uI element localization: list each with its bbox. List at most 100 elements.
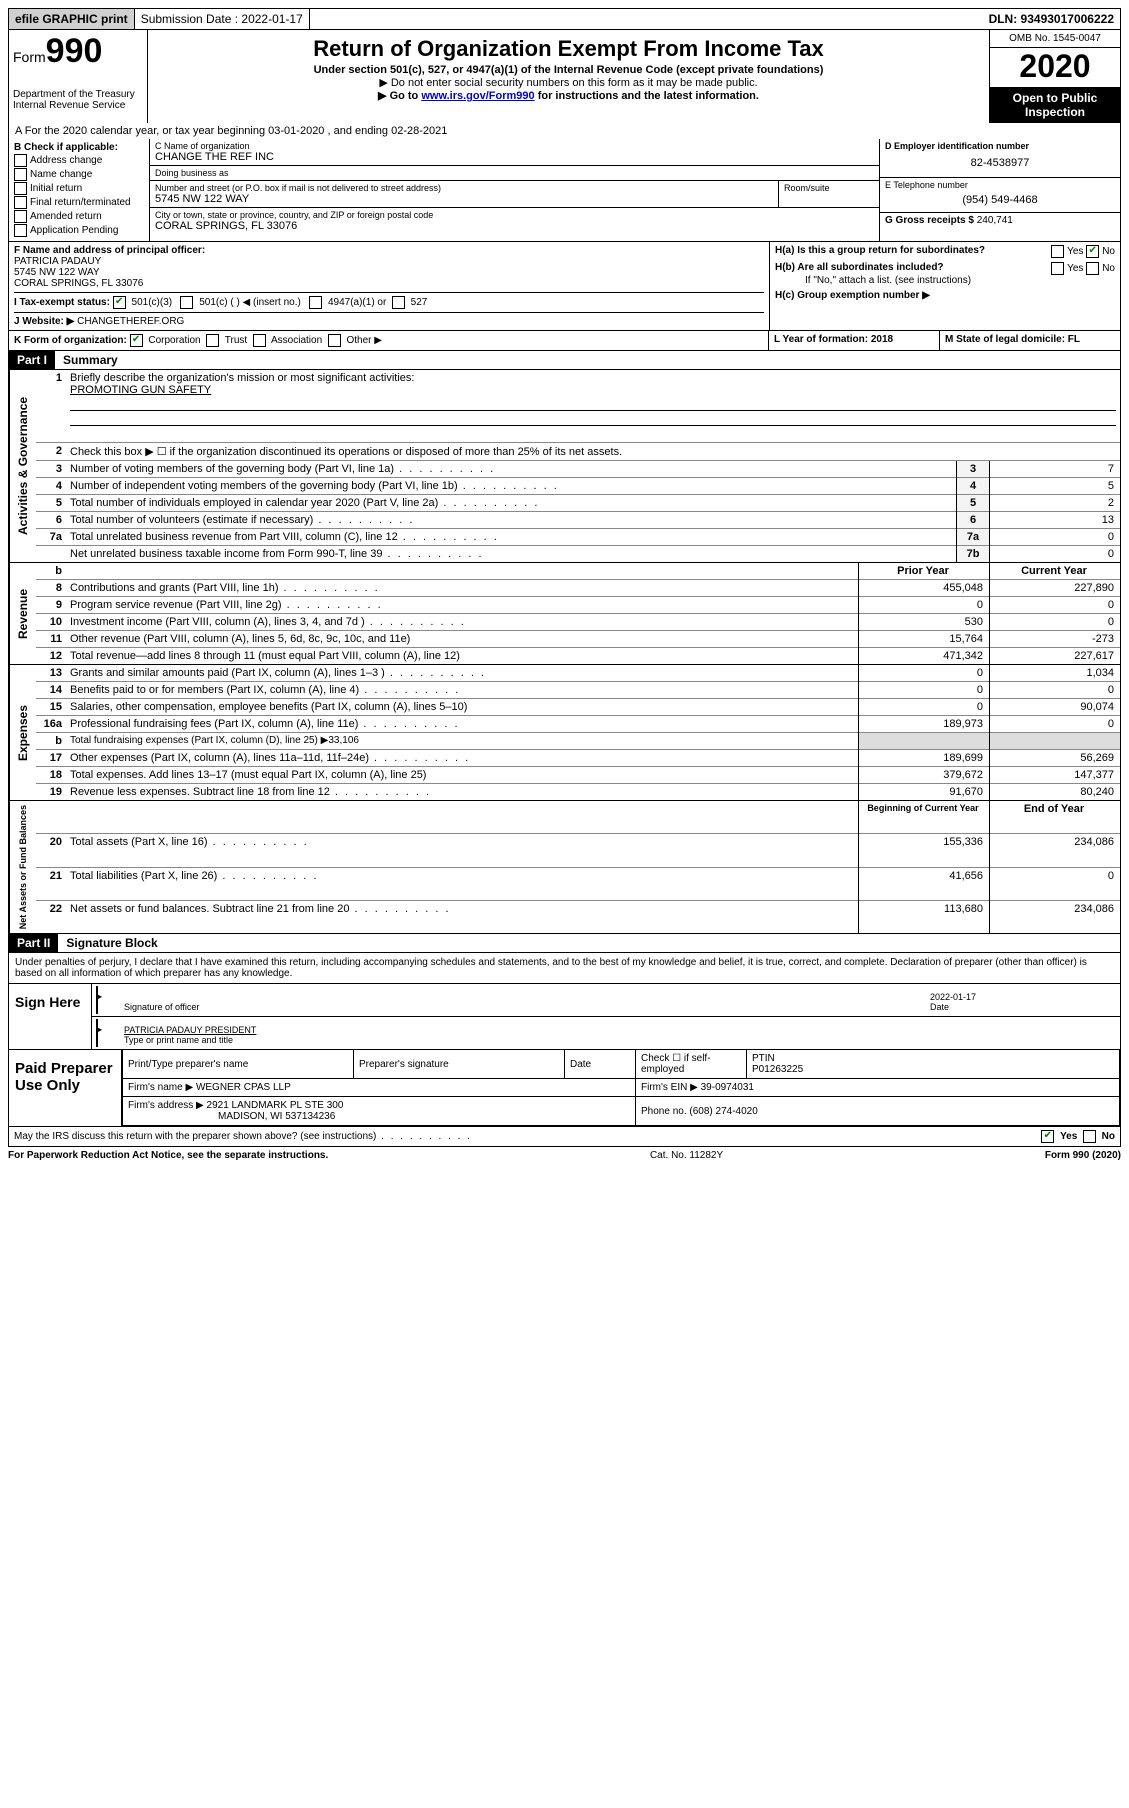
governance-block: Activities & Governance 1 Briefly descri… bbox=[8, 370, 1121, 563]
netassets-table: Beginning of Current YearEnd of Year 20T… bbox=[36, 801, 1120, 933]
col-b-title: B Check if applicable: bbox=[14, 142, 118, 153]
preparer-table: Print/Type preparer's name Preparer's si… bbox=[122, 1050, 1120, 1126]
exp-row: 14Benefits paid to or for members (Part … bbox=[36, 682, 1120, 699]
hb-note: If "No," attach a list. (see instruction… bbox=[775, 275, 1115, 286]
col-d: D Employer identification number 82-4538… bbox=[879, 139, 1120, 241]
hdr-prior: Prior Year bbox=[859, 563, 990, 580]
sig-arrow-icon2 bbox=[96, 1019, 118, 1047]
sig-date: 2022-01-17 bbox=[930, 992, 1110, 1002]
firm-ein-label: Firm's EIN ▶ bbox=[641, 1082, 698, 1093]
side-governance: Activities & Governance bbox=[9, 370, 36, 562]
discuss-row: May the IRS discuss this return with the… bbox=[8, 1127, 1121, 1147]
chk-other[interactable] bbox=[328, 334, 341, 347]
discuss-yes[interactable] bbox=[1041, 1130, 1054, 1143]
part1-header-row: Part I Summary bbox=[8, 351, 1121, 370]
part1-title: Summary bbox=[55, 351, 126, 369]
chk-final[interactable]: Final return/terminated bbox=[14, 196, 144, 209]
city-cell: City or town, state or province, country… bbox=[150, 208, 879, 234]
lbl-yes2: Yes bbox=[1067, 263, 1083, 274]
revenue-table: bPrior YearCurrent Year 8Contributions a… bbox=[36, 563, 1120, 664]
hdr-end: End of Year bbox=[990, 801, 1121, 834]
side-expenses: Expenses bbox=[9, 665, 36, 800]
firm-addr2: MADISON, WI 537134236 bbox=[218, 1111, 335, 1122]
row-f-left: F Name and address of principal officer:… bbox=[9, 242, 769, 330]
irs-link[interactable]: www.irs.gov/Form990 bbox=[421, 90, 534, 102]
netassets-block: Net Assets or Fund Balances Beginning of… bbox=[8, 801, 1121, 934]
tax-year: 2020 bbox=[990, 48, 1120, 87]
sig-arrow-icon bbox=[96, 986, 118, 1014]
form-number: 990 bbox=[46, 32, 103, 70]
link-pre: ▶ Go to bbox=[378, 90, 421, 102]
chk-501c[interactable] bbox=[180, 296, 193, 309]
exp-row: bTotal fundraising expenses (Part IX, co… bbox=[36, 733, 1120, 750]
org-name: CHANGE THE REF INC bbox=[155, 151, 874, 163]
sign-here-row: Sign Here Signature of officer 2022-01-1… bbox=[8, 984, 1121, 1050]
rev-row: 11Other revenue (Part VIII, column (A), … bbox=[36, 631, 1120, 648]
gov-row: 6Total number of volunteers (estimate if… bbox=[36, 512, 1120, 529]
prep-date-hdr: Date bbox=[565, 1050, 636, 1079]
revenue-block: Revenue bPrior YearCurrent Year 8Contrib… bbox=[8, 563, 1121, 665]
chk-527[interactable] bbox=[392, 296, 405, 309]
ha-yes[interactable] bbox=[1051, 245, 1064, 258]
firm-label: Firm's name ▶ bbox=[128, 1082, 193, 1093]
expenses-block: Expenses 13Grants and similar amounts pa… bbox=[8, 665, 1121, 801]
firm-addr1: 2921 LANDMARK PL STE 300 bbox=[207, 1100, 344, 1111]
chk-trust[interactable] bbox=[206, 334, 219, 347]
net-row: 20Total assets (Part X, line 16)155,3362… bbox=[36, 834, 1120, 868]
part1-badge: Part I bbox=[9, 351, 55, 369]
website-label: J Website: ▶ bbox=[14, 316, 74, 327]
firm-ein: 39-0974031 bbox=[701, 1082, 754, 1093]
officer-label: F Name and address of principal officer: bbox=[14, 245, 205, 256]
paid-preparer-row: Paid Preparer Use Only Print/Type prepar… bbox=[8, 1050, 1121, 1127]
prep-name-hdr: Print/Type preparer's name bbox=[123, 1050, 354, 1079]
chk-pending[interactable]: Application Pending bbox=[14, 224, 144, 237]
row-a-period: A For the 2020 calendar year, or tax yea… bbox=[8, 123, 1121, 139]
prep-sig-hdr: Preparer's signature bbox=[354, 1050, 565, 1079]
exp-row: 15Salaries, other compensation, employee… bbox=[36, 699, 1120, 716]
part2-title: Signature Block bbox=[58, 934, 165, 952]
sign-right: Signature of officer 2022-01-17Date PATR… bbox=[92, 984, 1120, 1049]
tax-exempt-label: I Tax-exempt status: bbox=[14, 297, 110, 308]
chk-address[interactable]: Address change bbox=[14, 154, 144, 167]
net-row: 22Net assets or fund balances. Subtract … bbox=[36, 901, 1120, 934]
discuss-question: May the IRS discuss this return with the… bbox=[14, 1131, 472, 1142]
state-domicile: M State of legal domicile: FL bbox=[945, 334, 1080, 345]
governance-table: 1 Briefly describe the organization's mi… bbox=[36, 370, 1120, 562]
hdr-beg: Beginning of Current Year bbox=[859, 801, 990, 834]
gross-label: G Gross receipts $ bbox=[885, 215, 974, 226]
hc-label: H(c) Group exemption number ▶ bbox=[775, 290, 930, 301]
part2-badge: Part II bbox=[9, 934, 58, 952]
lbl-assoc: Association bbox=[271, 335, 322, 346]
ein-value: 82-4538977 bbox=[885, 151, 1115, 175]
firm-name: WEGNER CPAS LLP bbox=[196, 1082, 291, 1093]
q2-label: Check this box ▶ ☐ if the organization d… bbox=[66, 443, 1120, 461]
chk-4947[interactable] bbox=[309, 296, 322, 309]
efile-print-button[interactable]: efile GRAPHIC print bbox=[9, 9, 135, 29]
hb-no[interactable] bbox=[1086, 262, 1099, 275]
sig-officer-label: Signature of officer bbox=[124, 1002, 199, 1012]
chk-initial[interactable]: Initial return bbox=[14, 182, 144, 195]
mission-text: PROMOTING GUN SAFETY bbox=[70, 384, 211, 396]
form-note-ssn: ▶ Do not enter social security numbers o… bbox=[152, 76, 985, 89]
form-note-link: ▶ Go to www.irs.gov/Form990 for instruct… bbox=[152, 89, 985, 102]
discuss-no[interactable] bbox=[1083, 1130, 1096, 1143]
chk-corp[interactable] bbox=[130, 334, 143, 347]
officer-addr1: 5745 NW 122 WAY bbox=[14, 267, 764, 278]
dba-cell: Doing business as bbox=[150, 166, 879, 181]
part2-header-row: Part II Signature Block bbox=[8, 934, 1121, 953]
side-netassets: Net Assets or Fund Balances bbox=[9, 801, 36, 933]
k-label: K Form of organization: bbox=[14, 335, 127, 346]
street-label: Number and street (or P.O. box if mail i… bbox=[155, 183, 773, 193]
ein-cell: D Employer identification number 82-4538… bbox=[880, 139, 1120, 178]
chk-assoc[interactable] bbox=[253, 334, 266, 347]
hb-yes[interactable] bbox=[1051, 262, 1064, 275]
col-b-checkboxes: B Check if applicable: Address change Na… bbox=[9, 139, 150, 241]
chk-amended[interactable]: Amended return bbox=[14, 210, 144, 223]
row-fh: F Name and address of principal officer:… bbox=[8, 242, 1121, 331]
ha-no[interactable] bbox=[1086, 245, 1099, 258]
submission-date: Submission Date : 2022-01-17 bbox=[135, 9, 310, 29]
chk-name[interactable]: Name change bbox=[14, 168, 144, 181]
ptin-value: P01263225 bbox=[752, 1064, 803, 1075]
lbl-527: 527 bbox=[411, 297, 428, 308]
chk-501c3[interactable] bbox=[113, 296, 126, 309]
